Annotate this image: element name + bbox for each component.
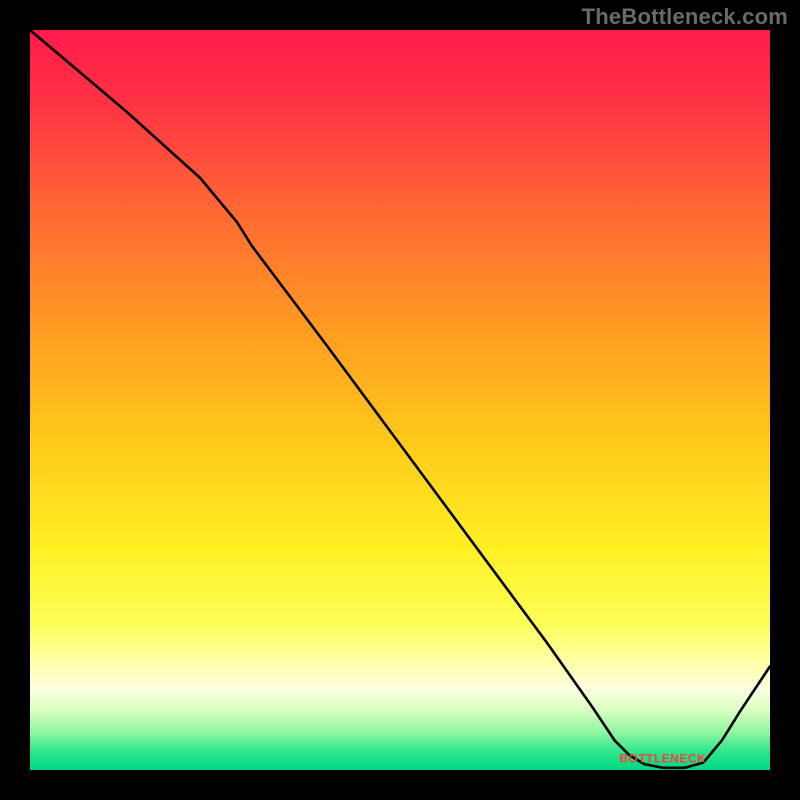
gradient-background xyxy=(30,30,770,770)
chart-canvas: TheBottleneck.com BOTTLENECK xyxy=(0,0,800,800)
plot-area: BOTTLENECK xyxy=(30,30,770,770)
plot-svg: BOTTLENECK xyxy=(30,30,770,770)
watermark-text: TheBottleneck.com xyxy=(582,4,788,30)
bottleneck-label: BOTTLENECK xyxy=(619,752,706,766)
